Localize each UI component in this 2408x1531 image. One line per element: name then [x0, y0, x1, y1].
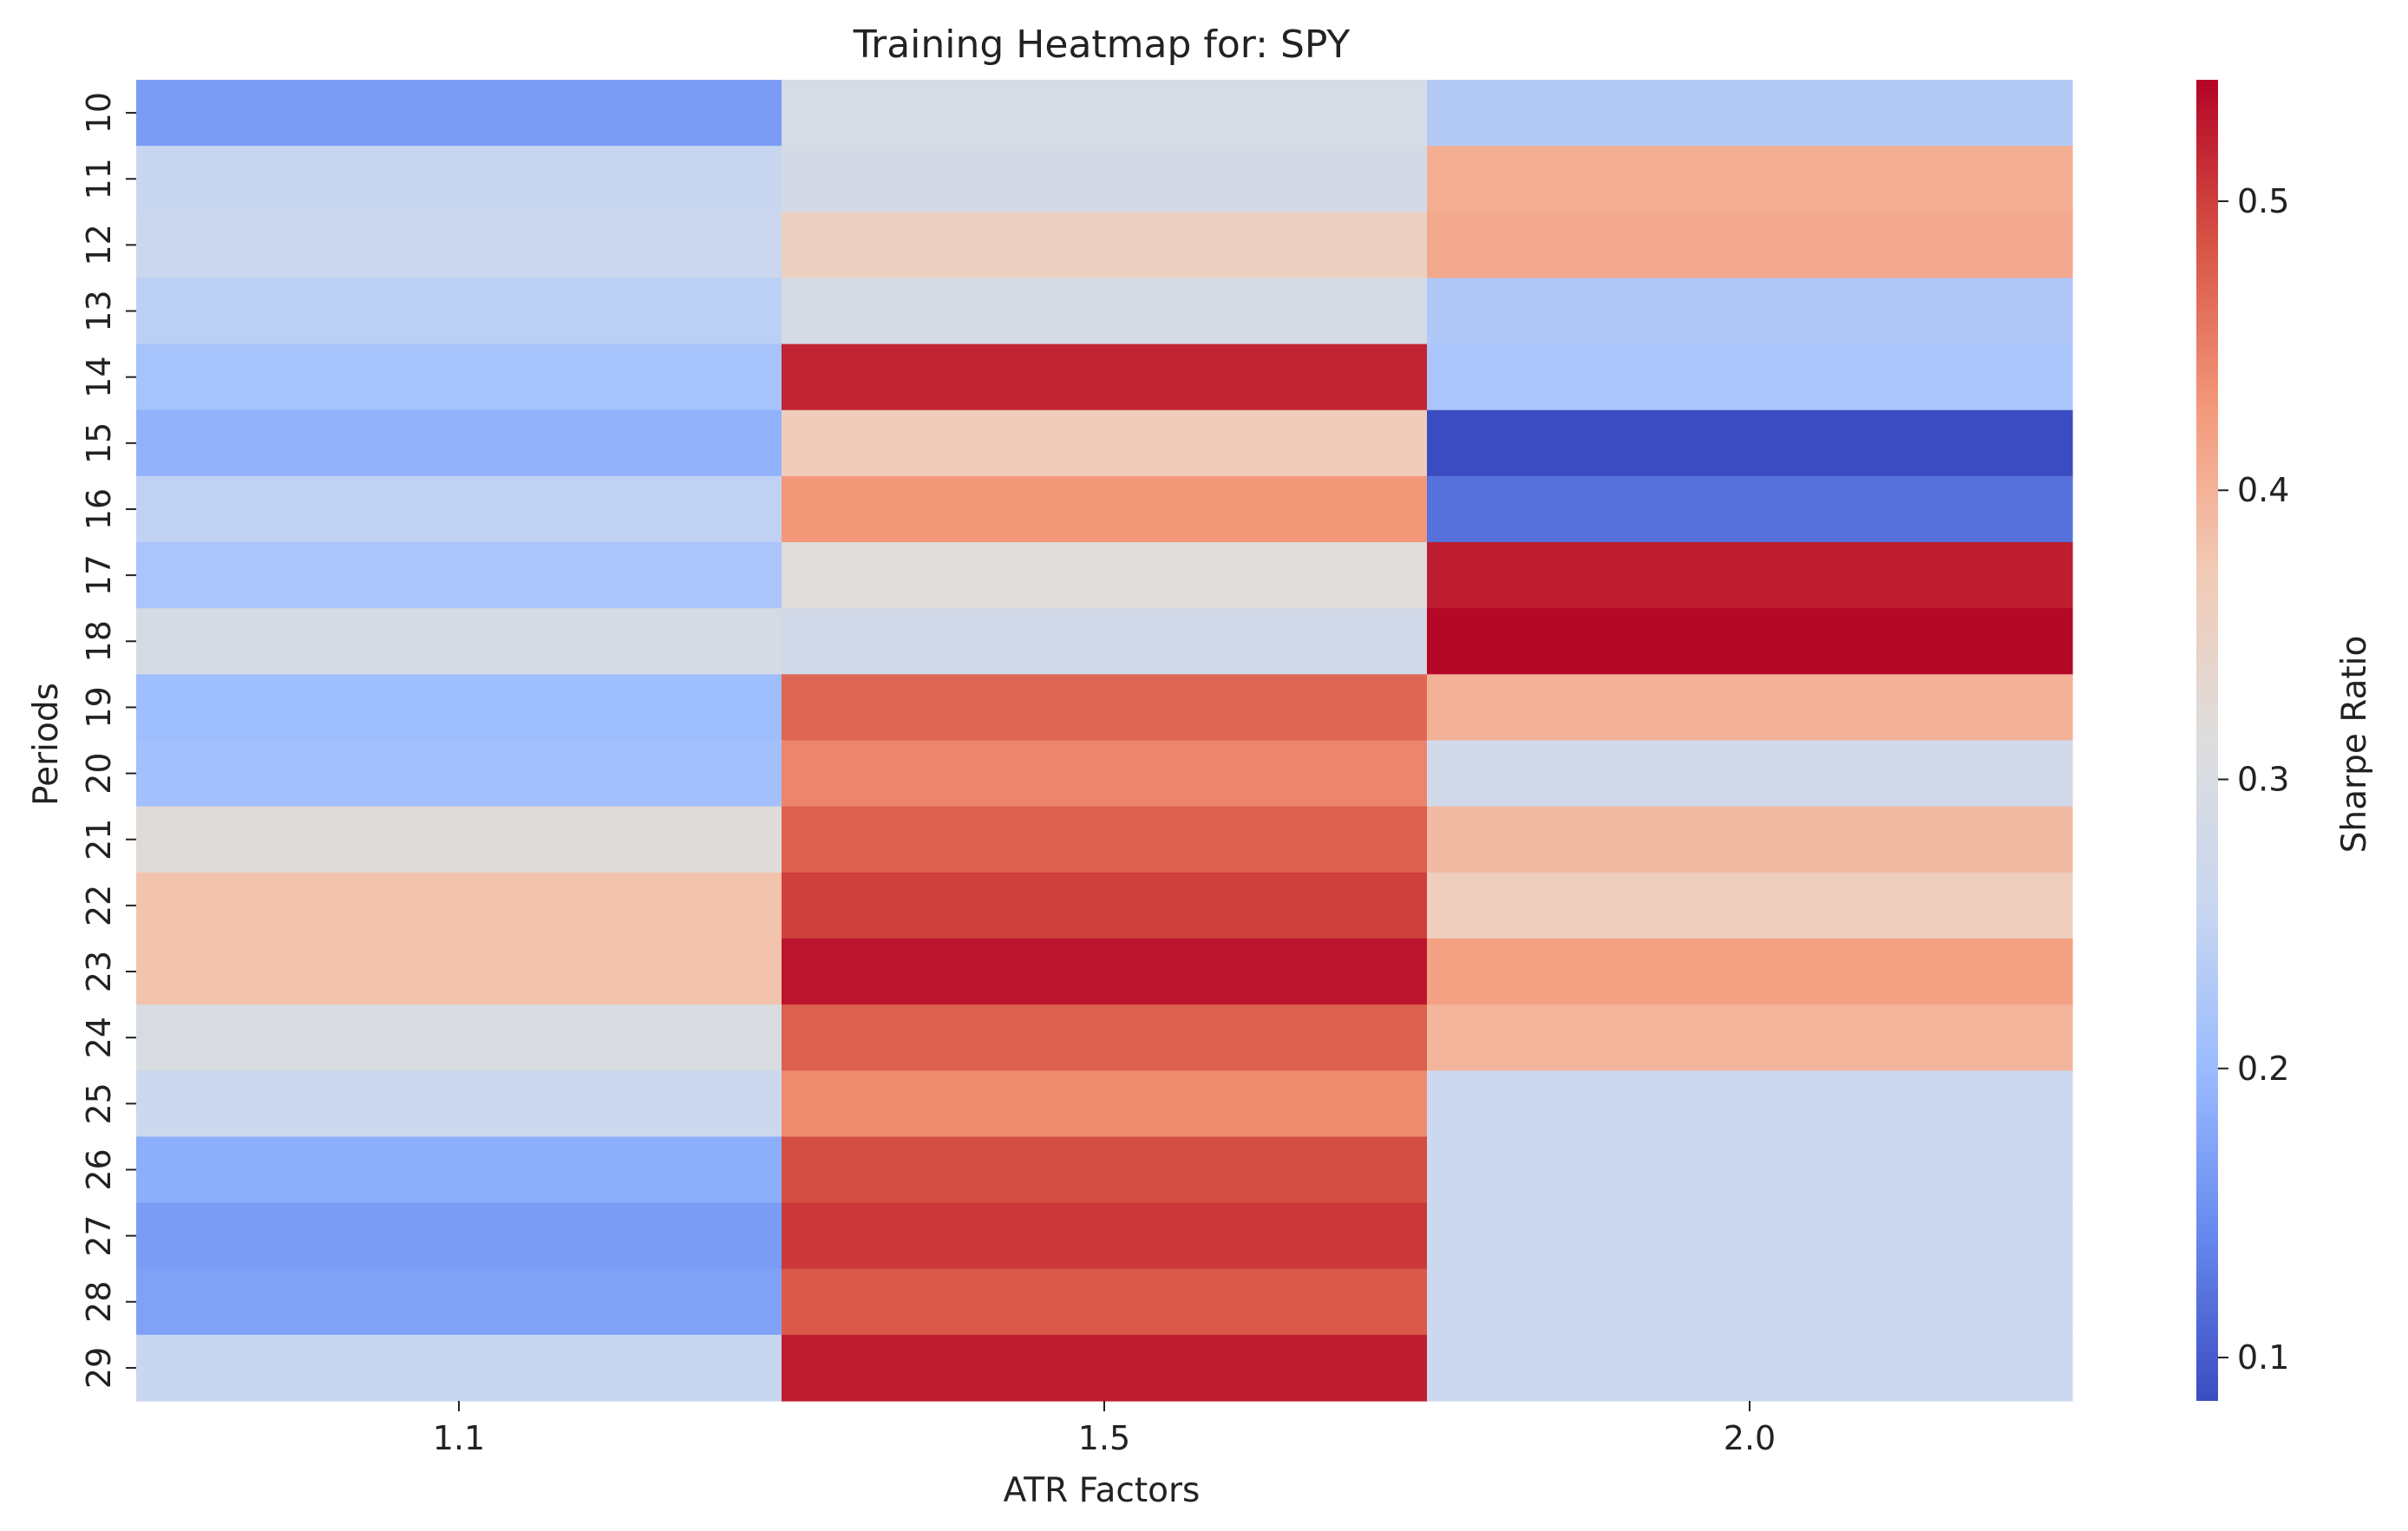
y-tick-label: 26 [80, 1148, 118, 1190]
y-tick-label: 16 [80, 488, 118, 530]
heatmap-cell [782, 740, 1428, 808]
heatmap-cell [136, 542, 782, 609]
y-tick-label: 15 [80, 422, 118, 464]
colorbar-tick-label: 0.3 [2237, 760, 2289, 798]
heatmap-cell [136, 146, 782, 213]
heatmap-cell [782, 674, 1428, 742]
heatmap-cell [136, 80, 782, 147]
heatmap-cell [136, 1268, 782, 1336]
heatmap-cell [136, 1334, 782, 1402]
colorbar-tick-label: 0.5 [2237, 182, 2289, 220]
colorbar-label: Sharpe Ratio [2335, 636, 2374, 854]
heatmap-cell [782, 409, 1428, 477]
heatmap-cell [1427, 343, 2073, 411]
heatmap-cell [1427, 475, 2073, 543]
heatmap-cell [136, 1136, 782, 1204]
heatmap-cell [136, 343, 782, 411]
heatmap-cell [782, 212, 1428, 279]
colorbar-ticks: 0.1 0.2 0.3 0.4 0.5 [2218, 182, 2289, 1377]
y-tick-label: 24 [80, 1017, 118, 1058]
heatmap-cell [136, 409, 782, 477]
x-axis-label: ATR Factors [1004, 1471, 1201, 1510]
heatmap-cell [1427, 1070, 2073, 1137]
y-tick-label: 19 [80, 686, 118, 728]
y-tick-label: 22 [80, 885, 118, 926]
heatmap-cell [1427, 1136, 2073, 1204]
heatmap-cell [136, 938, 782, 1005]
heatmap-cell [136, 278, 782, 345]
heatmap-cell [1427, 740, 2073, 808]
heatmap-cell [782, 343, 1428, 411]
heatmap-cell [782, 608, 1428, 675]
heatmap-cell [1427, 1004, 2073, 1071]
heatmap-cell [782, 278, 1428, 345]
heatmap-cell [782, 1202, 1428, 1270]
x-tick-label: 1.5 [1078, 1419, 1130, 1457]
heatmap-cell [1427, 608, 2073, 675]
heatmap-cell [1427, 278, 2073, 345]
y-tick-label: 29 [80, 1347, 118, 1389]
y-tick-label: 27 [80, 1214, 118, 1256]
heatmap-cell [136, 212, 782, 279]
heatmap-cell [782, 938, 1428, 1005]
heatmap-cell [1427, 1202, 2073, 1270]
heatmap-cell [782, 1268, 1428, 1336]
heatmap-cell [1427, 1334, 2073, 1402]
heatmap-cell [782, 475, 1428, 543]
y-tick-label: 20 [80, 752, 118, 794]
heatmap-cell [136, 806, 782, 873]
chart-title: Training Heatmap for: SPY [853, 23, 1351, 67]
y-tick-label: 18 [80, 620, 118, 662]
heatmap-cell [136, 1202, 782, 1270]
heatmap-cell [782, 872, 1428, 939]
heatmap-cell [1427, 212, 2073, 279]
colorbar [2196, 80, 2218, 1401]
x-axis-ticks: 1.1 1.5 2.0 [433, 1401, 1776, 1457]
heatmap-cell [1427, 146, 2073, 213]
heatmap-cell [1427, 80, 2073, 147]
colorbar-tick-label: 0.1 [2237, 1338, 2289, 1377]
y-tick-label: 17 [80, 554, 118, 596]
x-tick-label: 2.0 [1724, 1419, 1776, 1457]
y-tick-label: 12 [80, 224, 118, 265]
y-tick-label: 21 [80, 819, 118, 860]
heatmap-cell [136, 674, 782, 742]
y-tick-label: 10 [80, 92, 118, 134]
heatmap-cell [782, 1004, 1428, 1071]
y-tick-label: 11 [80, 158, 118, 200]
y-tick-label: 23 [80, 951, 118, 992]
heatmap-cell [136, 1004, 782, 1071]
colorbar-tick-label: 0.2 [2237, 1050, 2289, 1088]
heatmap-cell [1427, 674, 2073, 742]
y-tick-label: 25 [80, 1083, 118, 1124]
heatmap-cell [782, 80, 1428, 147]
heatmap-cell [782, 806, 1428, 873]
heatmap-cell [782, 1136, 1428, 1204]
heatmap-cell [1427, 542, 2073, 609]
heatmap-cell [136, 475, 782, 543]
heatmap-cell [782, 146, 1428, 213]
heatmap-cell [136, 608, 782, 675]
heatmap-cell [782, 542, 1428, 609]
heatmap-cell [782, 1070, 1428, 1137]
heatmap-cell [1427, 409, 2073, 477]
heatmap-cell [1427, 806, 2073, 873]
y-axis-ticks: 10 11 12 13 14 15 16 17 18 19 20 21 22 23 24 25 26 27 28 29 [80, 92, 136, 1389]
heatmap-cell [1427, 938, 2073, 1005]
heatmap-cell [136, 740, 782, 808]
heatmap-cell [1427, 1268, 2073, 1336]
x-tick-label: 1.1 [433, 1419, 485, 1457]
colorbar-tick-label: 0.4 [2237, 471, 2289, 509]
heatmap-cell [782, 1334, 1428, 1402]
y-tick-label: 13 [80, 290, 118, 331]
heatmap-cells [136, 80, 2073, 1402]
heatmap-cell [1427, 872, 2073, 939]
heatmap-cell [136, 872, 782, 939]
y-tick-label: 14 [80, 356, 118, 397]
y-axis-label: Periods [27, 683, 66, 806]
heatmap-cell [136, 1070, 782, 1137]
y-tick-label: 28 [80, 1281, 118, 1323]
